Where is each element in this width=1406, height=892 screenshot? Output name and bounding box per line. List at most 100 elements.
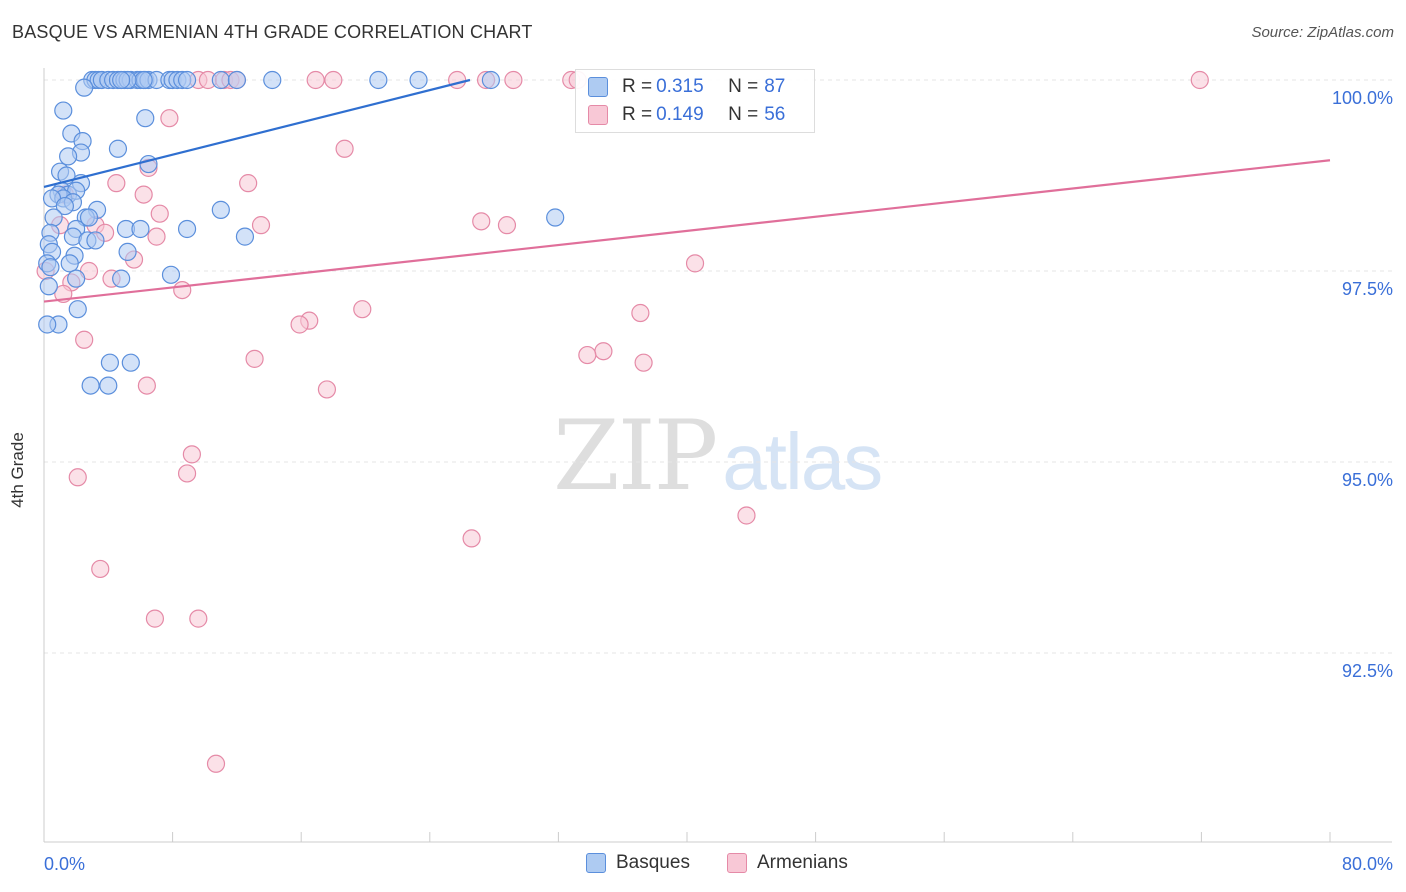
armenians-swatch (588, 105, 608, 125)
basques-point-36 (139, 154, 158, 174)
basques-point-19 (211, 70, 230, 90)
armenians-trend-line (43, 159, 1331, 303)
x-tick-labels: 0.0% 80.0% (44, 854, 1393, 874)
basques-point-76 (38, 315, 57, 334)
basques-point-18 (177, 70, 197, 90)
basques-point-27 (112, 70, 131, 90)
basques-point-74 (68, 300, 87, 319)
basques-point-72 (67, 269, 86, 288)
basques-point-65 (118, 242, 137, 261)
basques-point-52 (79, 208, 99, 227)
source-label: Source: ZipAtlas.com (1251, 24, 1394, 41)
chart-title: BASQUE VS ARMENIAN 4TH GRADE CORRELATION… (12, 22, 533, 42)
basques-trend-line (43, 78, 471, 189)
basques-point-73 (39, 277, 58, 296)
armenians-point-45 (317, 380, 337, 399)
armenians-point-12 (1190, 70, 1209, 90)
basques-point-24 (481, 70, 500, 90)
armenians-point-13 (160, 109, 179, 128)
basques-point-79 (81, 376, 100, 395)
armenians-r-label: R = (622, 104, 653, 125)
armenians-point-7 (448, 70, 467, 90)
basques-point-59 (235, 227, 255, 246)
armenians-point-9 (504, 70, 523, 90)
basques-point-68 (60, 254, 79, 273)
basques-points (38, 70, 565, 395)
basques-point-29 (54, 101, 73, 120)
armenians-point-51 (91, 559, 110, 579)
armenians-point-14 (335, 139, 354, 158)
legend-armenians[interactable]: Armenians (727, 852, 848, 874)
basques-point-47 (55, 196, 74, 216)
basques-point-22 (369, 70, 388, 90)
armenians-n-value: 56 (764, 104, 786, 125)
basques-r-value: 0.315 (656, 76, 704, 97)
basques-point-71 (161, 265, 181, 284)
trend-lines (43, 78, 1331, 303)
armenians-point-54 (206, 754, 226, 773)
armenians-point-6 (324, 70, 343, 90)
basques-point-70 (112, 269, 131, 288)
basques-point-35 (59, 147, 78, 166)
armenians-point-53 (189, 609, 208, 628)
x-tick-label-0: 0.0% (44, 854, 85, 874)
armenians-point-48 (68, 468, 87, 487)
basques-point-77 (100, 353, 120, 372)
armenians-point-29 (685, 254, 705, 273)
armenians-point-16 (107, 174, 126, 193)
basques-point-80 (99, 376, 118, 395)
armenians-point-27 (147, 227, 166, 246)
armenians-point-23 (251, 216, 271, 235)
armenians-point-44 (137, 376, 156, 395)
basques-n-label: N = (728, 76, 759, 97)
basques-point-50 (211, 200, 230, 219)
armenians-point-38 (290, 315, 309, 334)
basques-point-58 (177, 219, 197, 239)
legend-armenians-label: Armenians (757, 852, 848, 873)
legend-armenians-swatch (727, 853, 747, 873)
armenians-point-47 (177, 464, 197, 483)
armenians-n-label: N = (728, 104, 759, 125)
armenians-point-49 (737, 506, 756, 525)
armenians-r-value: 0.149 (656, 104, 704, 125)
y-tick-label-3: 92.5% (1342, 661, 1393, 681)
basques-r-label: R = (622, 76, 653, 97)
legend-basques-swatch (586, 853, 606, 873)
grid-lines (44, 79, 1392, 654)
armenians-point-20 (150, 204, 169, 223)
basques-n-value: 87 (764, 76, 786, 97)
y-axis-label: 4th Grade (8, 432, 27, 508)
legend-basques-label: Basques (616, 852, 690, 873)
armenians-point-5 (306, 70, 325, 90)
armenians-point-18 (134, 185, 153, 204)
basques-point-53 (546, 208, 565, 227)
y-tick-label-1: 97.5% (1342, 279, 1393, 299)
basques-point-25 (134, 70, 153, 90)
armenians-point-46 (182, 445, 201, 464)
basques-point-28 (75, 78, 94, 97)
armenians-point-42 (245, 349, 264, 368)
x-tick-label-1: 80.0% (1342, 854, 1393, 874)
basques-point-49 (44, 208, 63, 227)
armenians-point-43 (634, 353, 653, 372)
armenians-point-41 (578, 345, 597, 365)
y-tick-labels: 100.0% 97.5% 95.0% 92.5% (1332, 88, 1393, 681)
basques-point-21 (263, 70, 282, 90)
basques-point-20 (227, 70, 246, 90)
stats-row-armenians: R = 0.149 N = 56 (588, 102, 785, 128)
basques-point-30 (136, 109, 155, 128)
stats-row-basques: R = 0.315 N = 87 (588, 74, 785, 100)
watermark-zip: ZIP (553, 400, 718, 512)
armenians-points (36, 70, 1209, 773)
armenians-point-33 (173, 281, 192, 300)
armenians-point-35 (353, 300, 372, 319)
armenians-point-52 (145, 609, 165, 628)
basques-point-62 (86, 231, 105, 250)
basques-point-33 (108, 139, 128, 158)
armenians-point-17 (239, 174, 258, 193)
armenians-point-39 (75, 330, 94, 349)
basques-point-69 (41, 258, 60, 277)
legend-basques[interactable]: Basques (586, 852, 690, 874)
armenians-point-21 (472, 212, 491, 231)
